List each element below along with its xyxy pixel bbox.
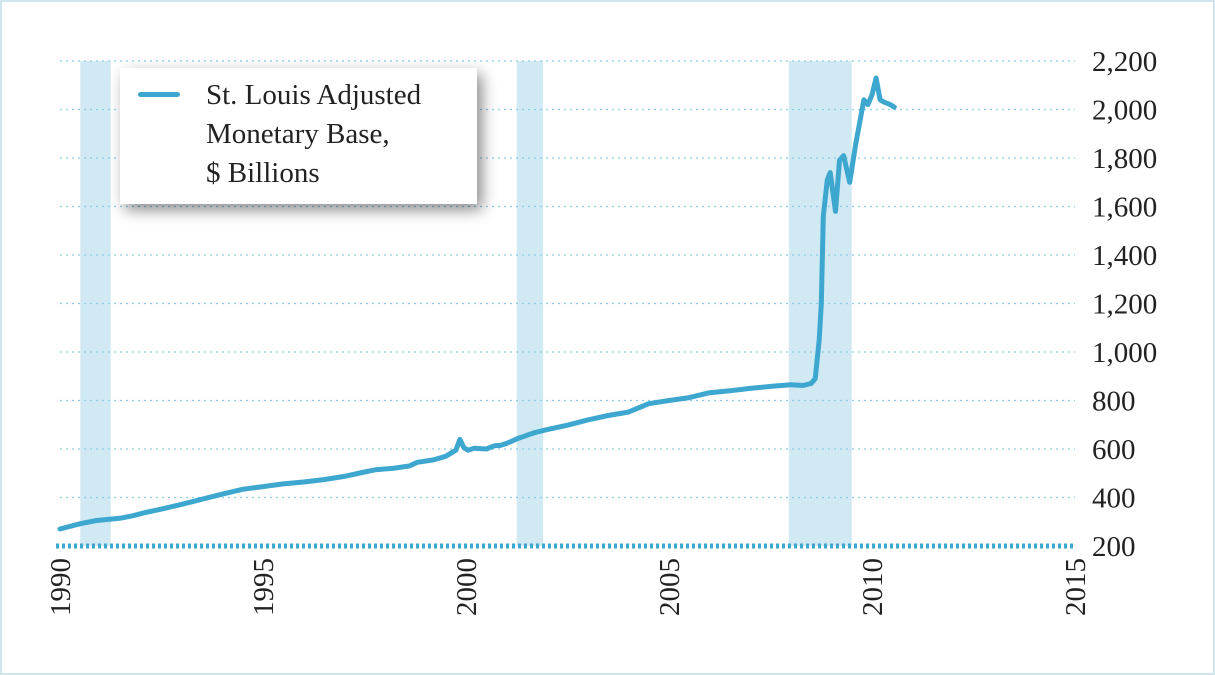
legend: St. Louis Adjusted Monetary Base, $ Bill… [120,68,477,204]
y-tick-label-1800: 1,800 [1092,143,1157,175]
y-tick-label-2200: 2,200 [1092,46,1157,78]
y-tick-label-2000: 2,000 [1092,95,1157,127]
legend-label-line-3: $ Billions [206,157,320,189]
x-tick-label-2015: 2015 [1060,558,1092,616]
x-tick-label-1995: 1995 [248,558,280,616]
legend-label: St. Louis Adjusted Monetary Base, $ Bill… [206,76,471,193]
x-axis-labels: 1990 1995 2000 2005 2010 2015 [45,558,1092,616]
legend-label-line-2: Monetary Base, [206,118,390,150]
y-tick-label-1200: 1,200 [1092,289,1157,321]
x-tick-label-2000: 2000 [451,558,483,616]
y-axis-labels: 200 400 600 800 1,000 1,200 1,400 1,600 1,800 2,0… [1092,46,1157,563]
y-tick-label-200: 200 [1092,531,1136,563]
series-line-1 [57,75,897,532]
x-tick-label-2005: 2005 [654,558,686,616]
x-tick-label-2010: 2010 [857,558,889,616]
y-tick-label-600: 600 [1092,434,1136,466]
legend-swatch [138,92,180,97]
x-tick-label-1990: 1990 [45,558,77,616]
y-tick-label-1000: 1,000 [1092,337,1157,369]
y-tick-label-1600: 1,600 [1092,192,1157,224]
legend-label-line-1: St. Louis Adjusted [206,79,422,111]
series-layer [57,75,897,532]
y-tick-label-1400: 1,400 [1092,240,1157,272]
y-tick-label-800: 800 [1092,386,1136,418]
y-tick-label-400: 400 [1092,483,1136,515]
